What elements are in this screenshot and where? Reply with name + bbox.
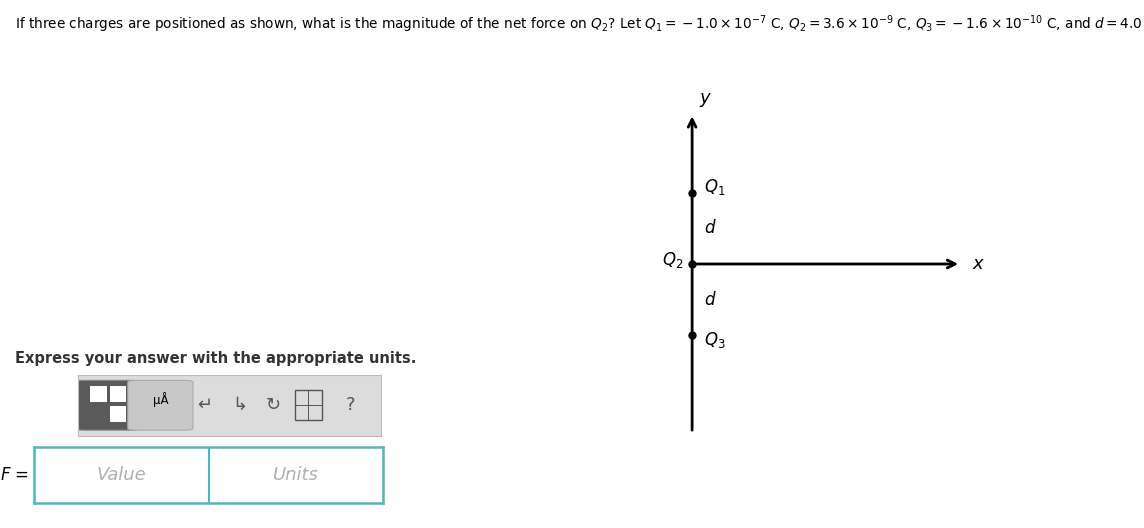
Text: $Q_3$: $Q_3$	[704, 329, 725, 350]
Text: ↻: ↻	[265, 396, 281, 414]
Text: $d$: $d$	[704, 290, 716, 309]
Bar	[90, 406, 106, 422]
Bar	[110, 406, 126, 422]
Text: $y$: $y$	[699, 91, 713, 109]
Text: If three charges are positioned as shown, what is the magnitude of the net force: If three charges are positioned as shown…	[15, 13, 1144, 35]
Text: ↳: ↳	[232, 396, 247, 414]
Bar	[110, 386, 126, 402]
Text: $x$: $x$	[972, 255, 986, 273]
Text: ?: ?	[345, 396, 356, 414]
Text: $Q_2$: $Q_2$	[661, 250, 683, 270]
Bar	[90, 386, 106, 402]
Text: ↵: ↵	[198, 396, 213, 414]
FancyBboxPatch shape	[74, 380, 140, 430]
Text: μÅ: μÅ	[153, 392, 168, 407]
Text: Units: Units	[273, 466, 319, 484]
Text: Value: Value	[97, 466, 146, 484]
Text: $Q_1$: $Q_1$	[704, 177, 725, 197]
FancyBboxPatch shape	[128, 380, 193, 430]
Text: $F$ =: $F$ =	[0, 466, 29, 484]
Text: $d$: $d$	[704, 219, 716, 238]
Text: Express your answer with the appropriate units.: Express your answer with the appropriate…	[15, 351, 416, 366]
